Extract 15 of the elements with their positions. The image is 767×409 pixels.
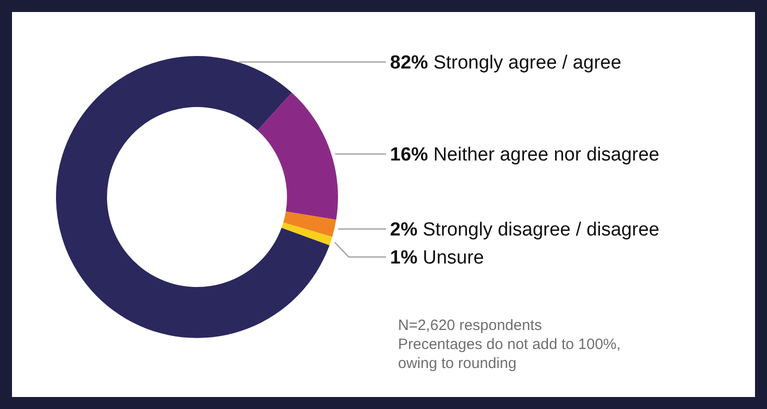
text: owing to rounding (398, 355, 516, 372)
slice-label: Strongly agree / agree (428, 52, 622, 74)
donut-slice (282, 222, 332, 246)
slice-label: Neither agree nor disagree (428, 144, 660, 166)
data-label: 82% (390, 52, 428, 74)
data-label: 1% (390, 248, 418, 269)
slice-label: Strongly disagree / disagree (417, 220, 660, 241)
slice-label: Unsure (417, 248, 484, 269)
text: N=2,620 respondents (398, 317, 542, 334)
text: Precentages do not add to 100%, (398, 336, 621, 353)
data-label: 2% (390, 220, 418, 241)
donut-slice (258, 92, 338, 220)
data-label: 16% (390, 144, 428, 166)
donut-slice (283, 212, 336, 237)
donut-slice (56, 56, 330, 338)
